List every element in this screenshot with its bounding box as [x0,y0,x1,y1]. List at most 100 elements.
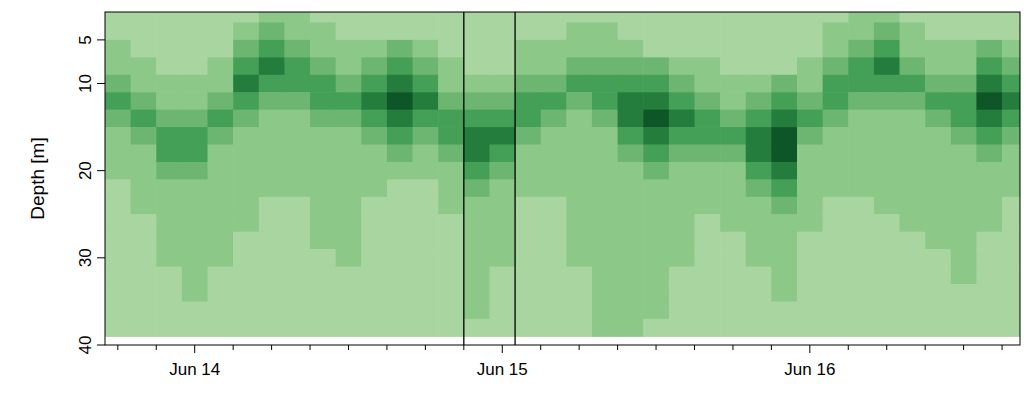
cell [592,12,618,23]
cell [131,75,157,93]
cell [823,145,849,163]
cell [413,319,439,337]
cell [361,232,387,250]
cell [874,249,900,267]
cell [951,284,977,302]
cell [361,267,387,285]
cell [515,249,541,267]
cell [131,319,157,337]
cell [925,214,951,232]
cell [131,232,157,250]
cell [694,319,720,337]
cell [925,284,951,302]
x-minor-tick [579,345,580,350]
cell [592,319,618,337]
cell [669,110,695,128]
cell [694,301,720,319]
cell [566,232,592,250]
cell [618,12,644,23]
cell [592,40,618,58]
cell [1002,110,1020,128]
cell [720,127,746,145]
cell [515,301,541,319]
cell [694,75,720,93]
cell [515,110,541,128]
cell [874,232,900,250]
cell [310,214,336,232]
cell [900,162,926,180]
x-tick [502,345,503,353]
cell [284,162,310,180]
cell [618,267,644,285]
cell [1002,179,1020,197]
cell [233,110,259,128]
cell [541,57,567,75]
cell [233,12,259,23]
cell [387,145,413,163]
cell [976,301,1002,319]
cell [720,197,746,215]
cell [156,301,182,319]
cell [438,12,464,23]
cell [669,232,695,250]
cell [746,197,772,215]
cell [951,22,977,40]
cell [592,57,618,75]
cell [797,179,823,197]
cell [592,127,618,145]
cell [618,284,644,302]
x-tick [194,345,195,353]
cell [284,249,310,267]
cell [592,197,618,215]
cell [848,145,874,163]
cell [233,284,259,302]
cell [1002,92,1020,110]
cell [1002,162,1020,180]
cell [541,319,567,337]
cell [464,145,490,163]
cell [925,267,951,285]
cell [105,301,131,319]
cell [541,110,567,128]
cell [1002,57,1020,75]
cell [105,214,131,232]
cell [361,284,387,302]
cell [208,57,234,75]
cell [336,319,362,337]
cell [131,57,157,75]
cell [284,92,310,110]
cell [208,284,234,302]
cell [541,301,567,319]
cell [618,127,644,145]
cell [874,12,900,23]
cell [1002,75,1020,93]
cell [976,12,1002,23]
cell [361,249,387,267]
cell [259,110,285,128]
cell [131,284,157,302]
cell [848,162,874,180]
cell [387,22,413,40]
cell [438,57,464,75]
cell [976,249,1002,267]
cell [413,12,439,23]
cell [925,301,951,319]
cell [1002,12,1020,23]
cell [131,179,157,197]
cell [874,301,900,319]
x-minor-tick [1002,345,1003,350]
cell [233,232,259,250]
cell [618,92,644,110]
cell [336,22,362,40]
cell [489,267,515,285]
cell [336,127,362,145]
cell [797,145,823,163]
cell [387,232,413,250]
cell [566,267,592,285]
cell [900,301,926,319]
cell [874,267,900,285]
cell [643,301,669,319]
cell [489,197,515,215]
x-minor-tick [425,345,426,350]
cell [694,145,720,163]
